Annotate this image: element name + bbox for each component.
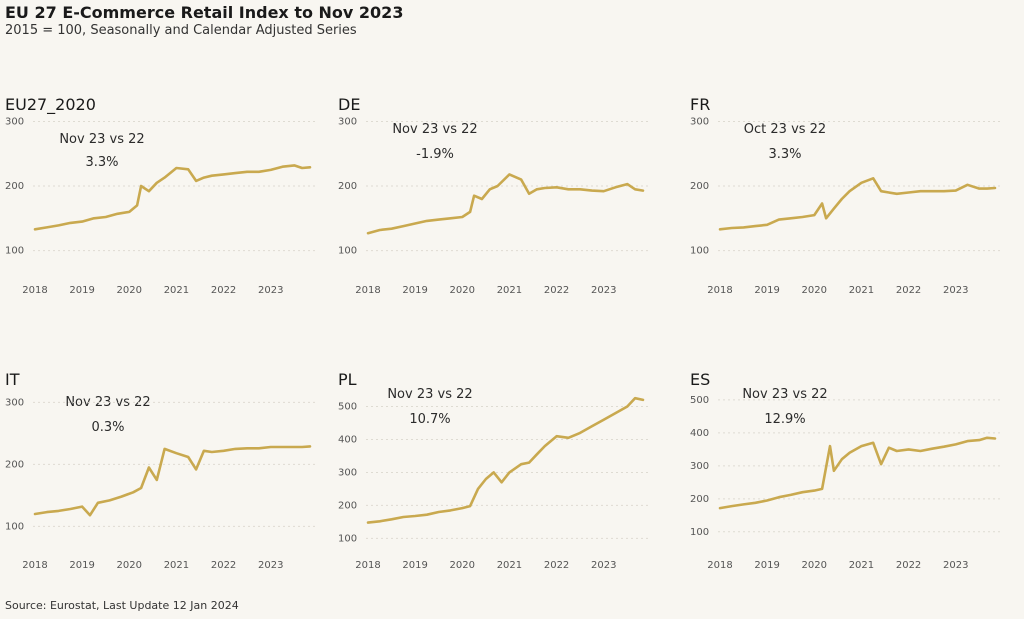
annotation-label: Nov 23 vs 22 — [392, 122, 478, 137]
panel-title: IT — [5, 370, 20, 389]
x-tick-label: 2021 — [497, 285, 522, 296]
x-tick-label: 2023 — [258, 285, 283, 296]
line-chart: 100 200 300 2018 2019 2020 2021 2022 2023 — [690, 116, 1000, 296]
x-tick-label: 2020 — [450, 285, 475, 296]
line-chart: 100 200 300 2018 2019 2020 2021 2022 2023 — [5, 116, 315, 296]
series-line — [718, 177, 997, 231]
y-tick-label: 100 — [690, 527, 709, 538]
series-line — [718, 436, 997, 510]
x-tick-label: 2019 — [69, 560, 94, 571]
x-tick-label: 2023 — [258, 560, 283, 571]
x-tick-label: 2021 — [849, 560, 874, 571]
y-tick-label: 100 — [5, 246, 24, 257]
y-tick-label: 200 — [5, 181, 24, 192]
x-tick-label: 2023 — [591, 285, 616, 296]
panel-title: FR — [690, 95, 711, 114]
x-tick-label: 2022 — [896, 285, 921, 296]
panel-title: PL — [338, 370, 357, 389]
x-tick-label: 2023 — [943, 285, 968, 296]
annotation-value: 0.3% — [91, 420, 125, 435]
x-tick-label: 2018 — [707, 285, 732, 296]
x-tick-label: 2019 — [754, 285, 779, 296]
line-chart: 100 200 300 2018 2019 2020 2021 2022 2023 — [5, 397, 315, 571]
x-tick-label: 2018 — [355, 560, 380, 571]
x-tick-label: 2023 — [591, 560, 616, 571]
chart-panel-it: IT Nov 23 vs 22 0.3% 100 200 300 2018 2019 2020 2… — [5, 370, 335, 590]
y-tick-label: 100 — [338, 533, 357, 544]
y-tick-label: 400 — [338, 434, 357, 445]
y-tick-label: 200 — [338, 500, 357, 511]
x-tick-label: 2021 — [164, 560, 189, 571]
chart-panel-de: DE Nov 23 vs 22 -1.9% 100 200 300 2018 2019 2020… — [338, 95, 668, 315]
y-tick-label: 100 — [690, 246, 709, 257]
y-tick-label: 500 — [338, 401, 357, 412]
annotation-value: -1.9% — [416, 147, 454, 162]
x-tick-label: 2018 — [707, 560, 732, 571]
chart-subtitle: 2015 = 100, Seasonally and Calendar Adju… — [5, 23, 357, 38]
annotation-value: 3.3% — [768, 147, 802, 162]
chart-panel-eu27_2020: EU27_2020 Nov 23 vs 22 3.3% 100 200 300 2018 20… — [5, 95, 335, 315]
y-tick-label: 200 — [690, 494, 709, 505]
x-tick-label: 2019 — [402, 560, 427, 571]
x-tick-label: 2022 — [544, 285, 569, 296]
x-tick-label: 2020 — [802, 560, 827, 571]
line-chart: 100 200 300 2018 2019 2020 2021 2022 2023 — [338, 116, 648, 296]
chart-title: EU 27 E-Commerce Retail Index to Nov 202… — [5, 3, 404, 22]
x-tick-label: 2022 — [544, 560, 569, 571]
x-tick-label: 2020 — [802, 285, 827, 296]
x-tick-label: 2022 — [211, 560, 236, 571]
annotation-label: Nov 23 vs 22 — [742, 387, 828, 402]
x-tick-label: 2018 — [22, 285, 47, 296]
x-tick-label: 2020 — [450, 560, 475, 571]
annotation-value: 10.7% — [409, 412, 451, 427]
annotation-label: Nov 23 vs 22 — [59, 132, 145, 147]
y-tick-label: 400 — [690, 428, 709, 439]
x-tick-label: 2019 — [69, 285, 94, 296]
series-line — [33, 164, 312, 231]
x-tick-label: 2019 — [754, 560, 779, 571]
annotation-value: 12.9% — [764, 412, 806, 427]
x-tick-label: 2019 — [402, 285, 427, 296]
y-tick-label: 300 — [690, 116, 709, 127]
chart-panel-es: ES Nov 23 vs 22 12.9% 100 200 300 400 500 2018 20… — [690, 370, 1020, 590]
chart-panel-pl: PL Nov 23 vs 22 10.7% 100 200 300 400 500 2018 20… — [338, 370, 668, 590]
y-tick-label: 300 — [5, 116, 24, 127]
x-tick-label: 2018 — [22, 560, 47, 571]
y-tick-label: 200 — [690, 181, 709, 192]
x-tick-label: 2020 — [117, 560, 142, 571]
x-tick-label: 2022 — [211, 285, 236, 296]
annotation-value: 3.3% — [85, 155, 119, 170]
panel-title: ES — [690, 370, 711, 389]
annotation-label: Nov 23 vs 22 — [387, 387, 473, 402]
line-chart: 100 200 300 400 500 2018 2019 2020 2021 2022 2023 — [338, 396, 648, 571]
x-tick-label: 2021 — [497, 560, 522, 571]
chart-panel-fr: FR Oct 23 vs 22 3.3% 100 200 300 2018 2019 2020 2… — [690, 95, 1020, 315]
annotation-label: Oct 23 vs 22 — [743, 122, 827, 137]
y-tick-label: 100 — [338, 246, 357, 257]
y-tick-label: 300 — [338, 116, 357, 127]
series-line — [366, 396, 645, 524]
y-tick-label: 300 — [338, 467, 357, 478]
x-tick-label: 2018 — [355, 285, 380, 296]
x-tick-label: 2020 — [117, 285, 142, 296]
panel-title: DE — [338, 95, 361, 114]
series-line — [366, 173, 645, 235]
line-chart: 100 200 300 400 500 2018 2019 2020 2021 2022 2023 — [690, 395, 1000, 571]
source-note: Source: Eurostat, Last Update 12 Jan 202… — [5, 599, 239, 612]
x-tick-label: 2022 — [896, 560, 921, 571]
y-tick-label: 100 — [5, 521, 24, 532]
panel-title: EU27_2020 — [5, 95, 96, 114]
x-tick-label: 2021 — [849, 285, 874, 296]
y-tick-label: 200 — [338, 181, 357, 192]
y-tick-label: 500 — [690, 395, 709, 406]
y-tick-label: 300 — [690, 461, 709, 472]
y-tick-label: 300 — [5, 397, 24, 408]
series-line — [33, 445, 312, 517]
y-tick-label: 200 — [5, 459, 24, 470]
x-tick-label: 2021 — [164, 285, 189, 296]
x-tick-label: 2023 — [943, 560, 968, 571]
